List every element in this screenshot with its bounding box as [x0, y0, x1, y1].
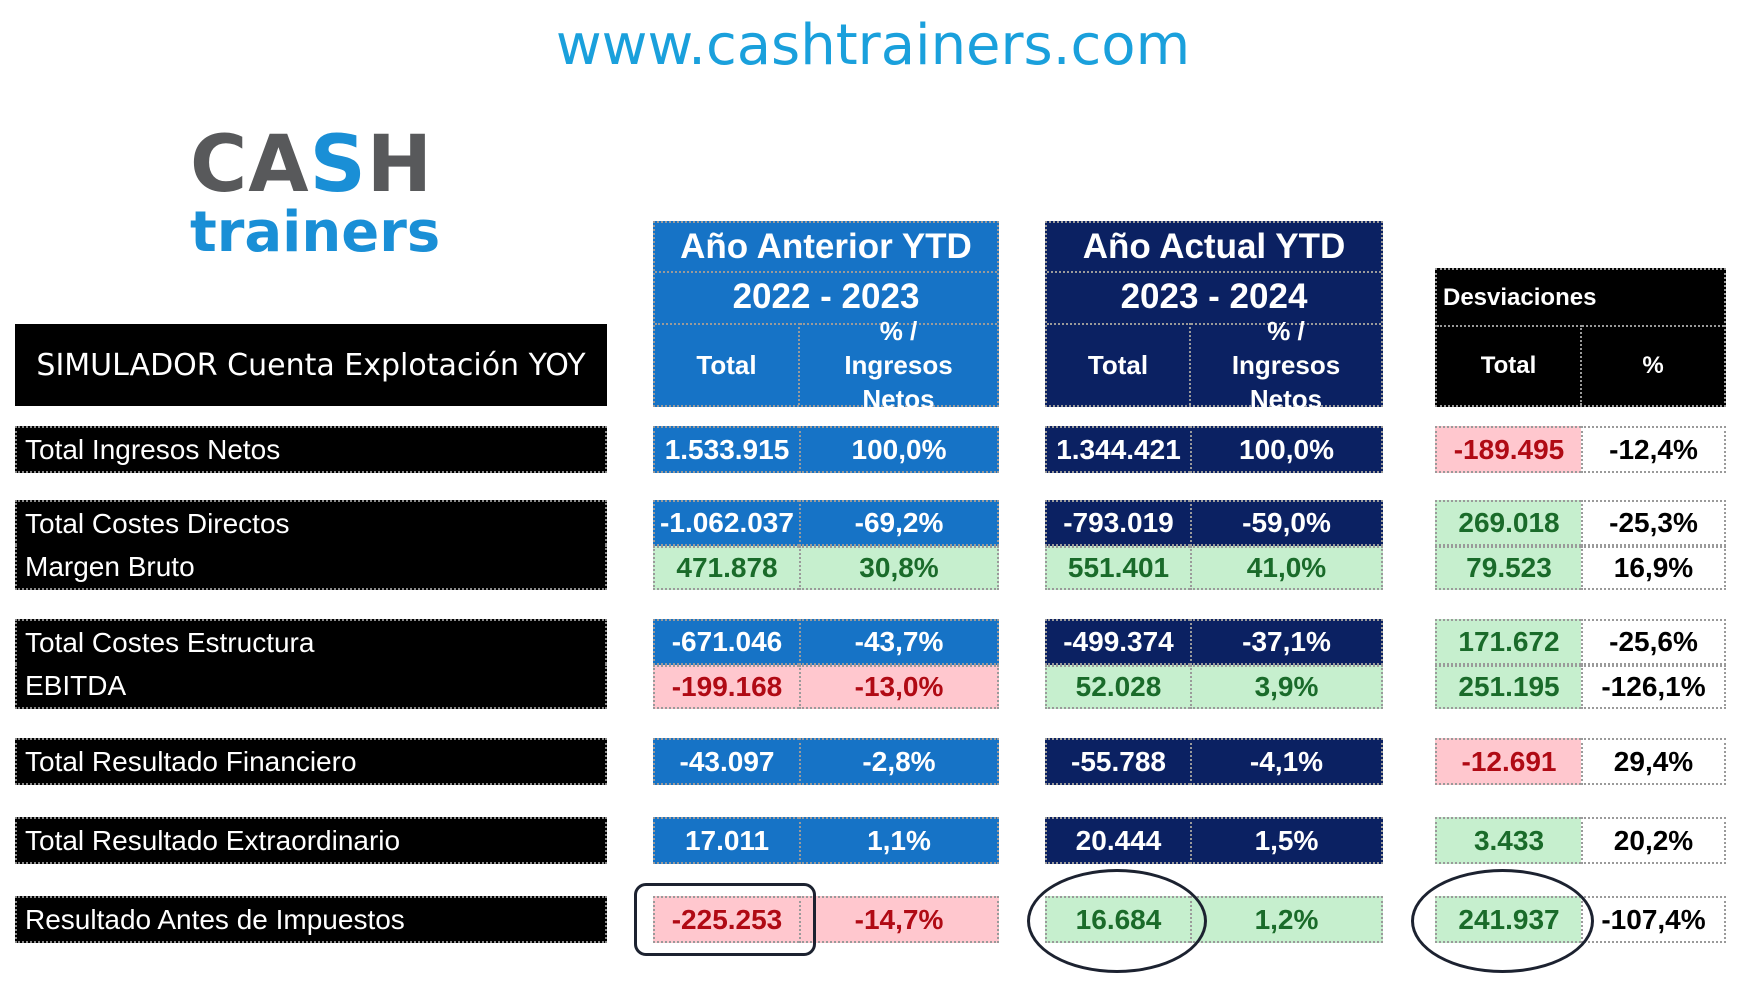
dev-total-ingresos-netos: -189.495	[1435, 426, 1581, 473]
curr-total-margen-bruto: 551.401	[1045, 546, 1190, 590]
prev-pct-ingresos-netos: 100,0%	[799, 426, 999, 473]
dev-pct-costes-estructura: -25,6%	[1581, 619, 1726, 665]
dev-pct-resultado-extraordinario: 20,2%	[1581, 817, 1726, 864]
row-label-ebitda: EBITDA	[15, 664, 607, 709]
curr-pct-resultado-antes-impuestos: 1,2%	[1190, 896, 1383, 943]
prev-pct-resultado-antes-impuestos: -14,7%	[799, 896, 999, 943]
curr-pct-ingresos-netos: 100,0%	[1190, 426, 1383, 473]
prev-total-resultado-financiero: -43.097	[653, 738, 799, 785]
dev-total-resultado-antes-impuestos: 241.937	[1435, 896, 1581, 943]
curr-pct-resultado-financiero: -4,1%	[1190, 738, 1383, 785]
prev-pct-costes-estructura: -43,7%	[799, 619, 999, 665]
dev-total-costes-directos: 269.018	[1435, 500, 1581, 546]
deviations-title: Desviaciones	[1443, 283, 1597, 311]
prev-pct-resultado-extraordinario: 1,1%	[799, 817, 999, 864]
prev-total-costes-directos: -1.062.037	[653, 500, 799, 546]
deviations-col-total: Total	[1437, 325, 1582, 405]
row-label-total-costes-directos: Total Costes Directos	[15, 500, 607, 545]
curr-total-resultado-antes-impuestos: 16.684	[1045, 896, 1190, 943]
row-label-total-ingresos-netos: Total Ingresos Netos	[15, 426, 607, 473]
current-year-range: 2023 - 2024	[1047, 271, 1381, 321]
dev-total-ebitda: 251.195	[1435, 665, 1581, 709]
prev-pct-margen-bruto: 30,8%	[799, 546, 999, 590]
prev-pct-resultado-financiero: -2,8%	[799, 738, 999, 785]
curr-pct-costes-directos: -59,0%	[1190, 500, 1383, 546]
row-label-resultado-antes-impuestos: Resultado Antes de Impuestos	[15, 896, 607, 943]
dev-pct-resultado-antes-impuestos: -107,4%	[1581, 896, 1726, 943]
dev-pct-margen-bruto: 16,9%	[1581, 546, 1726, 590]
dev-pct-ingresos-netos: -12,4%	[1581, 426, 1726, 473]
deviations-col-pct: %	[1582, 325, 1724, 405]
dev-pct-costes-directos: -25,3%	[1581, 500, 1726, 546]
website-url: www.cashtrainers.com	[555, 12, 1191, 78]
row-label-resultado-financiero: Total Resultado Financiero	[15, 738, 607, 785]
current-year-header: Año Actual YTD 2023 - 2024 Total % / Ing…	[1045, 221, 1383, 414]
curr-total-costes-estructura: -499.374	[1045, 619, 1190, 665]
curr-total-resultado-financiero: -55.788	[1045, 738, 1190, 785]
cash-trainers-logo: CASH trainers	[190, 120, 441, 275]
prev-pct-costes-directos: -69,2%	[799, 500, 999, 546]
prev-total-margen-bruto: 471.878	[653, 546, 799, 590]
curr-pct-margen-bruto: 41,0%	[1190, 546, 1383, 590]
prev-total-resultado-extraordinario: 17.011	[653, 817, 799, 864]
simulator-title: SIMULADOR Cuenta Explotación YOY	[15, 324, 607, 406]
dev-total-margen-bruto: 79.523	[1435, 546, 1581, 590]
deviations-header: Desviaciones Total %	[1435, 268, 1726, 407]
logo-cash-wordmark: CASH	[190, 120, 434, 210]
curr-total-ebitda: 52.028	[1045, 665, 1190, 709]
dev-total-resultado-extraordinario: 3.433	[1435, 817, 1581, 864]
previous-col-pct: % / Ingresos Netos	[800, 316, 997, 414]
dev-pct-resultado-financiero: 29,4%	[1581, 738, 1726, 785]
curr-pct-costes-estructura: -37,1%	[1190, 619, 1383, 665]
previous-year-range: 2022 - 2023	[655, 271, 997, 321]
previous-col-total: Total	[655, 323, 800, 405]
prev-pct-ebitda: -13,0%	[799, 665, 999, 709]
curr-total-costes-directos: -793.019	[1045, 500, 1190, 546]
row-label-resultado-extraordinario: Total Resultado Extraordinario	[15, 817, 607, 864]
current-col-total: Total	[1047, 323, 1191, 405]
curr-total-ingresos-netos: 1.344.421	[1045, 426, 1190, 473]
dev-total-costes-estructura: 171.672	[1435, 619, 1581, 665]
logo-trainers-wordmark: trainers	[190, 200, 441, 265]
previous-year-header: Año Anterior YTD 2022 - 2023 Total % / I…	[653, 221, 999, 414]
row-label-margen-bruto: Margen Bruto	[15, 545, 607, 590]
dev-total-resultado-financiero: -12.691	[1435, 738, 1581, 785]
prev-total-ingresos-netos: 1.533.915	[653, 426, 799, 473]
curr-pct-resultado-extraordinario: 1,5%	[1190, 817, 1383, 864]
current-year-title: Año Actual YTD	[1082, 227, 1346, 266]
prev-total-ebitda: -199.168	[653, 665, 799, 709]
curr-total-resultado-extraordinario: 20.444	[1045, 817, 1190, 864]
curr-pct-ebitda: 3,9%	[1190, 665, 1383, 709]
dev-pct-ebitda: -126,1%	[1581, 665, 1726, 709]
current-col-pct: % / Ingresos Netos	[1191, 316, 1381, 414]
prev-total-resultado-antes-impuestos: -225.253	[653, 896, 799, 943]
row-label-total-costes-estructura: Total Costes Estructura	[15, 619, 607, 664]
prev-total-costes-estructura: -671.046	[653, 619, 799, 665]
previous-year-title: Año Anterior YTD	[680, 227, 972, 266]
